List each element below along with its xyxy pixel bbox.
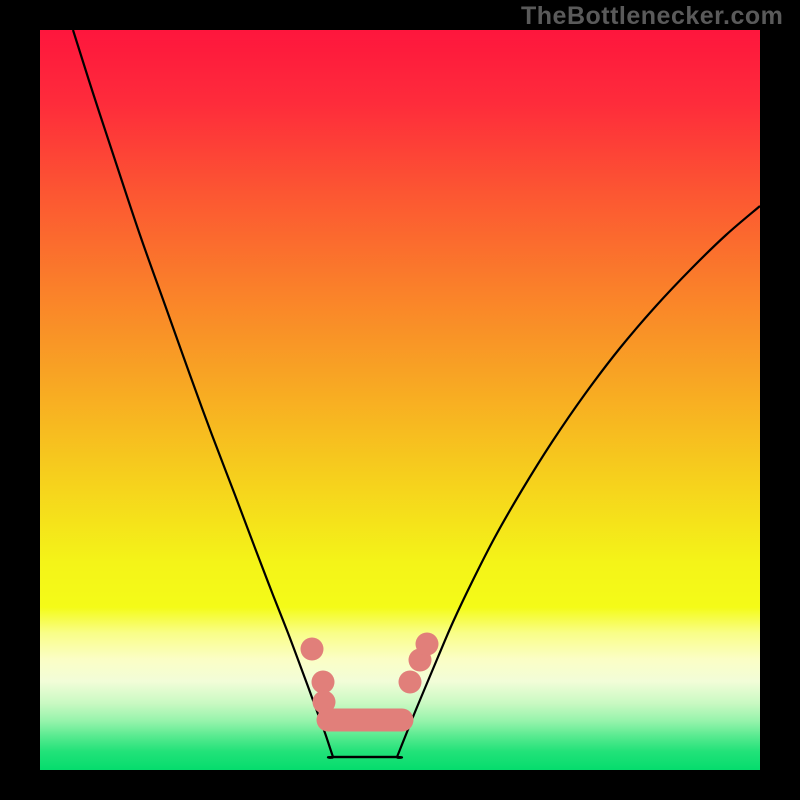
marker-dot <box>312 671 335 694</box>
chart-container: TheBottlenecker.com <box>0 0 800 800</box>
marker-dot <box>399 671 422 694</box>
watermark-text: TheBottlenecker.com <box>521 2 783 31</box>
marker-dot <box>301 638 324 661</box>
plot-background <box>40 30 760 770</box>
bottleneck-chart <box>0 0 800 800</box>
marker-dot <box>416 633 439 656</box>
